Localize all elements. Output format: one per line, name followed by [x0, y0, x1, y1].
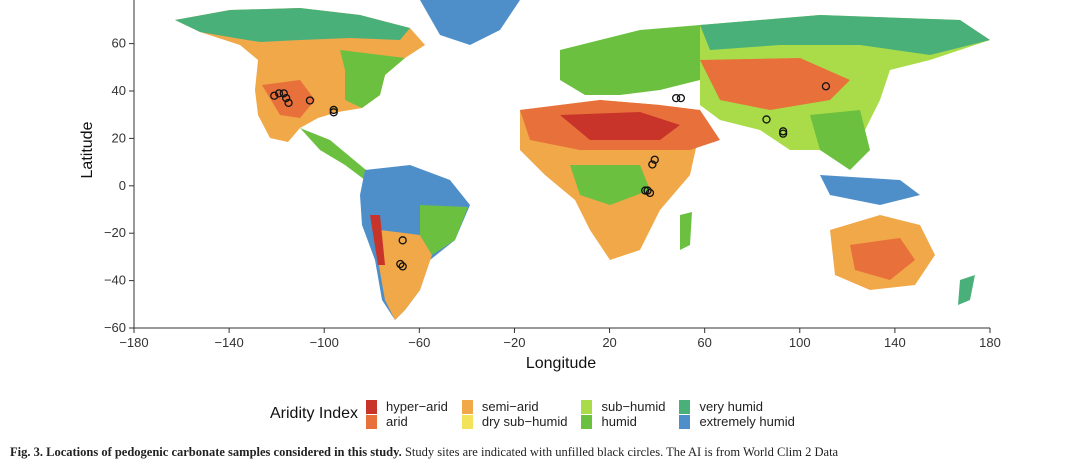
sample-site-marker [398, 262, 407, 271]
x-tick-label: −140 [214, 335, 243, 350]
sample-site-marker [329, 108, 338, 117]
atacama [370, 215, 385, 265]
y-axis-ticks: 60 40 20 0 −20 −40 −60 [104, 36, 134, 335]
sample-site-marker [645, 188, 655, 198]
legend-label: humid [601, 413, 637, 429]
land-areas [175, 0, 990, 320]
southeast-asia [810, 110, 870, 170]
south-america-east [420, 205, 468, 255]
x-tick-label: −100 [310, 335, 339, 350]
sample-site-marker [284, 98, 293, 107]
australia-center [850, 238, 915, 280]
legend-label: semi−arid [481, 398, 539, 414]
legend-swatch [366, 414, 378, 429]
sample-site-marker [282, 93, 291, 103]
sample-site-marker [676, 93, 686, 103]
x-axis-ticks: −180 −140 −100 −60 −20 20 60 100 140 180 [119, 328, 1001, 350]
sample-site-marker [671, 93, 681, 103]
legend-entry: arid [366, 414, 448, 429]
sahara-core [560, 112, 680, 140]
madagascar [680, 212, 692, 250]
legend-entry: humid [581, 414, 665, 429]
sample-site-marker [279, 89, 288, 98]
legend-label: sub−humid [601, 398, 666, 414]
legend-entry: semi−arid [461, 398, 568, 414]
x-tick-label: 140 [884, 335, 906, 350]
sample-site-marker [396, 259, 405, 269]
x-tick-label: 100 [789, 335, 811, 350]
y-tick-label: 20 [112, 130, 126, 145]
figure-caption: Fig. 3. Locations of pedogenic carbonate… [10, 445, 1080, 460]
y-tick-label: −40 [104, 273, 126, 288]
legend-label: very humid [699, 398, 764, 414]
sample-site-marker [762, 115, 771, 124]
sample-site-marker [305, 96, 315, 105]
sample-site-marker [641, 186, 650, 195]
sample-site-marker [398, 236, 407, 245]
central-america [300, 128, 372, 180]
legend-label: dry sub−humid [481, 413, 568, 429]
legend-entry: hyper−arid [366, 399, 448, 414]
y-tick-label: 60 [112, 36, 126, 51]
south-america-south-dry [378, 230, 432, 320]
y-axis-title: Latitude [79, 121, 96, 178]
x-tick-label: 60 [697, 335, 711, 350]
y-tick-label: 0 [119, 178, 126, 193]
sample-site-marker [274, 89, 284, 98]
sample-site-marker [778, 127, 788, 136]
legend-title: Aridity Index [270, 405, 359, 422]
sample-site-marker [821, 82, 831, 91]
x-tick-label: −60 [408, 335, 430, 350]
central-africa-humid [570, 165, 650, 205]
central-asia-arid [700, 58, 850, 110]
legend-column: semi−arid dry sub−humid [461, 398, 568, 429]
north-america-east [340, 50, 405, 108]
indonesia [820, 175, 920, 205]
x-tick-label: −20 [503, 335, 525, 350]
x-tick-label: 180 [979, 335, 1001, 350]
sample-site-marker [650, 155, 659, 164]
legend-swatch [581, 399, 593, 414]
legend-swatch [461, 399, 473, 414]
legend-column: very humid extremely humid [679, 399, 795, 429]
legend-swatch [461, 414, 473, 429]
world-aridity-map: 60 40 20 0 −20 −40 −60 −180 −140 −100 −60 −20 20 60 1… [79, 0, 1001, 372]
sample-sites [270, 82, 831, 271]
y-tick-label: −60 [104, 320, 126, 335]
x-tick-label: 20 [602, 335, 616, 350]
europe [560, 25, 700, 95]
legend-label: hyper−arid [386, 398, 448, 414]
legend-entry: very humid [679, 399, 794, 414]
sample-site-marker [643, 186, 652, 195]
caption-text: Study sites are indicated with unfilled … [401, 445, 839, 459]
x-axis-title: Longitude [526, 355, 596, 372]
north-america [175, 8, 425, 142]
new-zealand [958, 275, 975, 305]
legend-label: arid [386, 413, 408, 429]
legend-column: hyper−arid arid [366, 399, 448, 429]
y-tick-label: −20 [104, 225, 126, 240]
x-tick-label: −180 [119, 335, 148, 350]
legend-swatch [366, 399, 378, 414]
caption-title: Fig. 3. Locations of pedogenic carbonate… [10, 445, 402, 459]
legend-column: sub−humid humid [581, 399, 665, 429]
sample-site-marker [778, 129, 788, 138]
greenland [420, 0, 520, 45]
y-tick-label: 40 [112, 83, 126, 98]
legend-entry: sub−humid [581, 399, 665, 414]
legend-label: extremely humid [699, 413, 795, 429]
legend-entry: dry sub−humid [461, 413, 568, 429]
legend: Aridity Index hyper−arid arid semi−arid … [270, 396, 809, 432]
sample-site-marker [270, 91, 279, 100]
legend-swatch [679, 414, 691, 429]
sample-site-marker [648, 160, 657, 169]
asia-north-humid [700, 15, 990, 55]
north-america-humid-north [175, 8, 410, 42]
legend-swatch [679, 399, 691, 414]
sample-site-marker [329, 105, 338, 115]
legend-swatch [581, 414, 593, 429]
legend-entry: extremely humid [679, 413, 795, 429]
